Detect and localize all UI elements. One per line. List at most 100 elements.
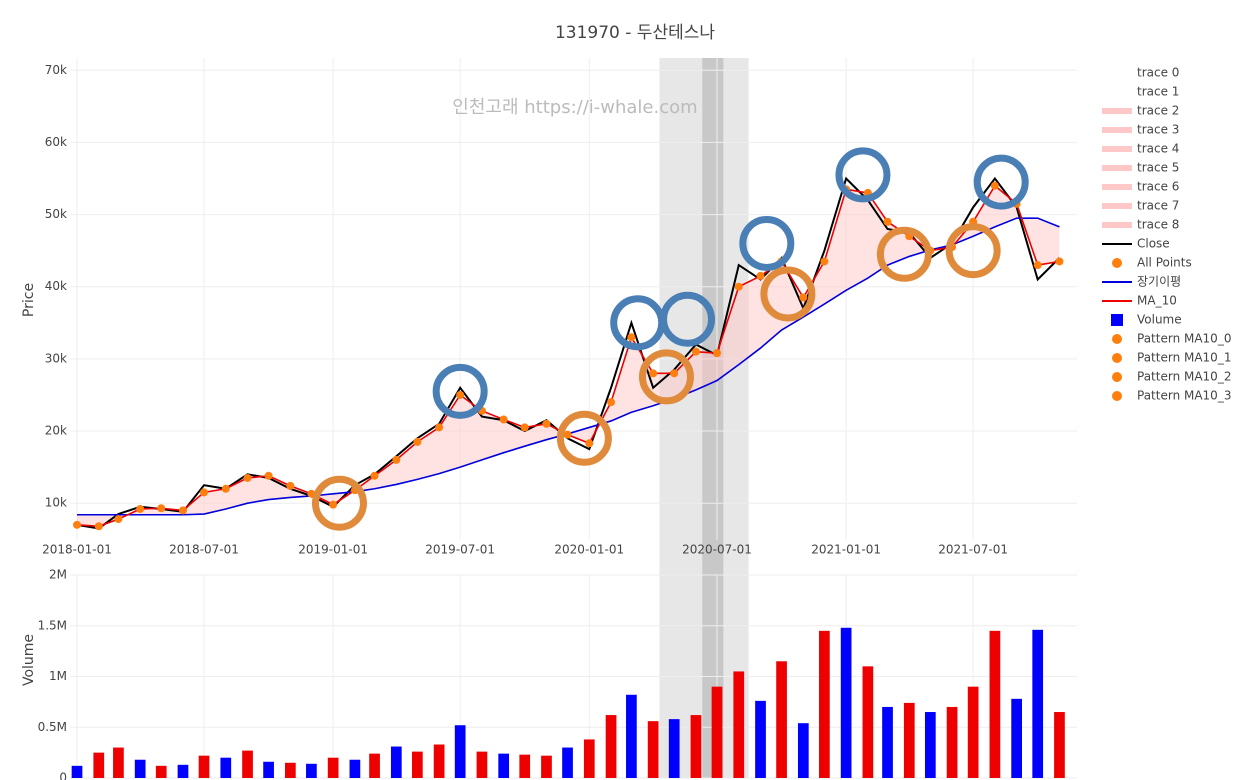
ma-point [370, 471, 379, 480]
volume-bar [647, 721, 659, 778]
y2-tick-label: 1.5M [38, 618, 67, 632]
legend-label: trace 4 [1137, 142, 1179, 156]
pattern-circle [432, 363, 488, 419]
pattern-circle [760, 266, 816, 322]
volume-bar [1032, 629, 1044, 778]
pattern-circle [311, 475, 367, 531]
legend-swatch [1112, 391, 1122, 401]
volume-bar [819, 630, 830, 778]
volume-bar [198, 755, 210, 778]
legend-label: Pattern MA10_1 [1137, 351, 1231, 365]
ma-point [670, 369, 679, 378]
legend-label: trace 3 [1137, 123, 1179, 137]
legend-label: trace 8 [1137, 218, 1179, 232]
legend-label: All Points [1137, 256, 1192, 270]
x-tick-label: 2018-07-01 [169, 543, 239, 557]
ma-point [136, 504, 145, 513]
volume-bar [433, 744, 445, 778]
volume-bar [134, 759, 146, 778]
legend-label: Close [1137, 237, 1170, 251]
legend-label: Pattern MA10_2 [1137, 370, 1231, 384]
volume-bar [454, 725, 466, 778]
pattern-circle [973, 154, 1029, 210]
legend-label: trace 1 [1137, 85, 1179, 99]
volume-bar [882, 706, 893, 778]
volume-bar [498, 753, 510, 778]
volume-bar [562, 747, 573, 778]
ma-point [713, 349, 722, 358]
ma-point [1055, 257, 1064, 266]
ma-point [94, 522, 103, 531]
pattern-circle [945, 223, 1001, 279]
legend-label: trace 6 [1137, 180, 1179, 194]
y-tick-label: 50k [45, 207, 67, 221]
y-tick-label: 40k [45, 279, 67, 293]
shaded-region [702, 58, 724, 778]
ma-point [756, 271, 765, 280]
x-tick-label: 2021-07-01 [938, 543, 1008, 557]
ma-point [456, 390, 465, 399]
volume-bar [924, 712, 936, 778]
legend-label: trace 2 [1137, 104, 1179, 118]
y-tick-label: 70k [45, 63, 67, 77]
ma-point [563, 430, 572, 439]
y2-tick-label: 1M [49, 669, 67, 683]
legend-swatch [1112, 258, 1122, 268]
ma-point [413, 437, 422, 446]
volume-bar [476, 751, 488, 778]
volume-bar [327, 757, 339, 778]
ma-point [607, 398, 616, 407]
volume-bar [711, 686, 723, 778]
ma-point [114, 515, 123, 524]
volume-bar [284, 762, 296, 778]
legend-swatch [1102, 165, 1132, 171]
volume-bar [946, 706, 958, 778]
volume-bar [840, 627, 852, 778]
volume-bar [668, 719, 680, 778]
series-line [77, 217, 1060, 516]
volume-bar [989, 630, 1001, 778]
x-tick-label: 2018-01-01 [42, 543, 112, 557]
pattern-circle [739, 215, 795, 271]
y2-tick-label: 0 [59, 771, 67, 780]
volume-bar [177, 764, 189, 778]
legend-swatch [1102, 203, 1132, 209]
pattern-circle [638, 349, 694, 405]
y-axis-title: Price [21, 283, 37, 317]
volume-bar [155, 765, 167, 778]
legend-label: trace 0 [1137, 66, 1179, 80]
ma-point [221, 484, 230, 493]
ma-point [627, 333, 636, 342]
ma-point [585, 439, 594, 448]
volume-bar [755, 700, 766, 778]
pattern-circle [876, 226, 932, 282]
legend-label: MA_10 [1137, 294, 1177, 308]
legend-swatch [1112, 353, 1122, 363]
ma-point [243, 473, 252, 482]
volume-bar [71, 765, 83, 778]
legend-label: 장기이평 [1137, 275, 1181, 289]
volume-bar [690, 715, 702, 778]
x-tick-label: 2019-07-01 [425, 543, 495, 557]
ma-point [73, 520, 82, 529]
volume-bar [349, 759, 361, 778]
ma-point [649, 369, 658, 378]
volume-bar [93, 752, 105, 778]
legend-swatch [1102, 222, 1132, 228]
volume-bar [1054, 712, 1065, 778]
x-tick-label: 2021-01-01 [811, 543, 881, 557]
ma-point [820, 257, 829, 266]
y-tick-label: 20k [45, 424, 67, 438]
ma-point [499, 415, 508, 424]
volume-bar [776, 661, 787, 778]
y-tick-label: 10k [45, 496, 67, 510]
volume-bar [903, 702, 915, 778]
legend-label: Pattern MA10_3 [1137, 389, 1231, 403]
legend-label: trace 7 [1137, 199, 1179, 213]
volume-bar [306, 763, 317, 778]
ma-point [799, 293, 808, 302]
volume-bar [583, 739, 595, 778]
pattern-circle [556, 410, 612, 466]
ma-point [990, 181, 999, 190]
legend-swatch [1112, 372, 1122, 382]
